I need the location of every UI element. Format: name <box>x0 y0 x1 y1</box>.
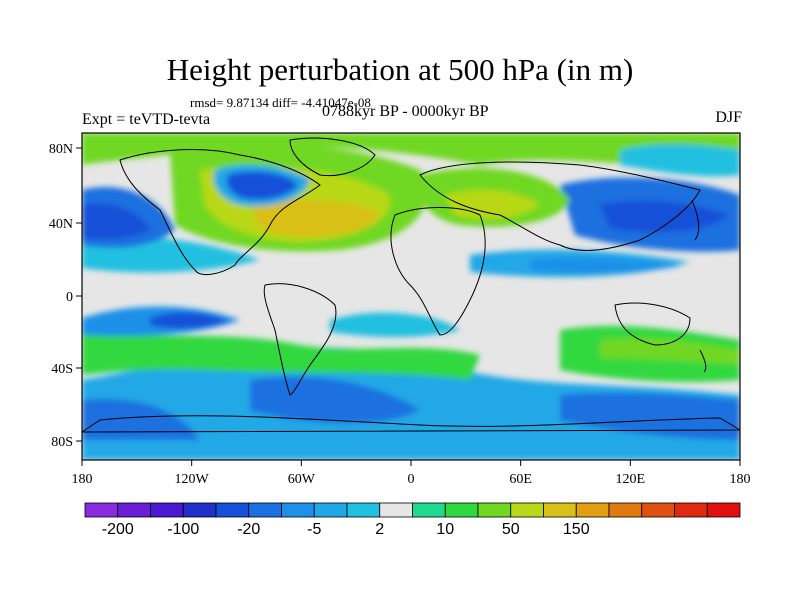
colorbar-label: 50 <box>502 521 520 538</box>
colorbar: -200 -100 -20 -5 2 10 50 150 <box>84 502 741 538</box>
latitude-axis: 80N 40N 0 40S 80S <box>49 142 82 450</box>
colorbar-label: -20 <box>237 521 260 538</box>
colorbar-swatch <box>313 502 348 518</box>
colorbar-swatch <box>248 502 282 518</box>
lat-tick-label: 40S <box>51 362 73 377</box>
map-title: Height perturbation at 500 hPa (in m) <box>166 52 634 87</box>
colorbar-label: -5 <box>307 521 321 538</box>
lat-tick-label: 80N <box>49 142 73 157</box>
colorbar-label: 2 <box>375 521 384 538</box>
lon-tick-label: 60E <box>509 472 532 487</box>
lat-tick-label: 0 <box>66 290 73 305</box>
colorbar-swatch <box>510 502 544 518</box>
lon-tick-label: 180 <box>730 472 751 487</box>
colorbar-swatch <box>543 502 577 518</box>
colorbar-swatch <box>117 502 151 518</box>
lon-tick-label: 120E <box>616 472 646 487</box>
season-label: DJF <box>715 109 742 126</box>
colorbar-swatch <box>281 502 315 518</box>
colorbar-swatch <box>575 502 610 518</box>
longitude-axis: 180 120W 60W 0 60E 120E 180 <box>72 460 751 487</box>
height-field <box>82 133 740 460</box>
colorbar-swatch <box>674 502 708 518</box>
colorbar-swatch <box>379 502 413 518</box>
colorbar-swatch <box>608 502 643 518</box>
lon-tick-label: 120W <box>175 472 210 487</box>
lon-tick-label: 0 <box>408 472 415 487</box>
colorbar-swatch <box>444 502 479 518</box>
colorbar-label: 10 <box>436 521 454 538</box>
colorbar-swatch <box>641 502 675 518</box>
period-label: 0788kyr BP - 0000kyr BP <box>322 103 489 120</box>
colorbar-label: -200 <box>102 521 134 538</box>
stats-label: rmsd= 9.87134 diff= -4.41047e-08 <box>190 95 371 110</box>
colorbar-label: 150 <box>563 521 590 538</box>
lat-tick-label: 40N <box>49 217 73 232</box>
lat-tick-label: 80S <box>51 435 73 450</box>
colorbar-swatch <box>84 502 119 518</box>
colorbar-swatch <box>346 502 381 518</box>
colorbar-swatch <box>477 502 512 518</box>
coastlines <box>82 137 740 433</box>
colorbar-label: -100 <box>167 521 199 538</box>
colorbar-swatch <box>706 502 741 518</box>
lon-tick-label: 60W <box>288 472 316 487</box>
colorbar-swatch <box>215 502 250 518</box>
lon-tick-label: 180 <box>72 472 93 487</box>
colorbar-swatch <box>182 502 217 518</box>
colorbar-swatch <box>412 502 446 518</box>
colorbar-swatch <box>150 502 184 518</box>
experiment-label: Expt = teVTD-tevta <box>82 111 211 128</box>
